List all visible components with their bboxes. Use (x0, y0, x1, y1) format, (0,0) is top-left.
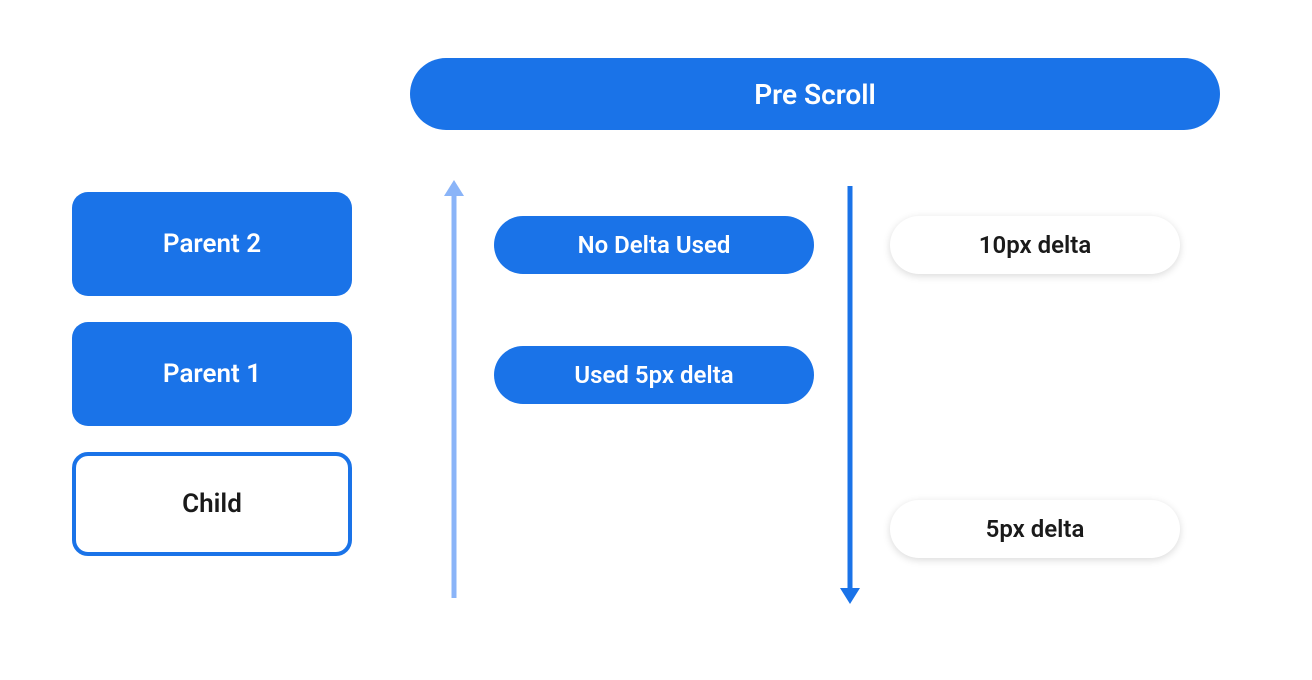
arrow-down-icon (838, 180, 862, 604)
node-parent-1: Parent 1 (72, 322, 352, 426)
pre-scroll-header: Pre Scroll (410, 58, 1220, 130)
delta-10px-label: 10px delta (890, 216, 1180, 274)
arrow-up-icon (442, 180, 466, 604)
delta-5px-label: 5px delta (890, 500, 1180, 558)
no-delta-used-label: No Delta Used (494, 216, 814, 274)
used-5px-delta-label: Used 5px delta (494, 346, 814, 404)
node-child: Child (72, 452, 352, 556)
node-parent-2: Parent 2 (72, 192, 352, 296)
